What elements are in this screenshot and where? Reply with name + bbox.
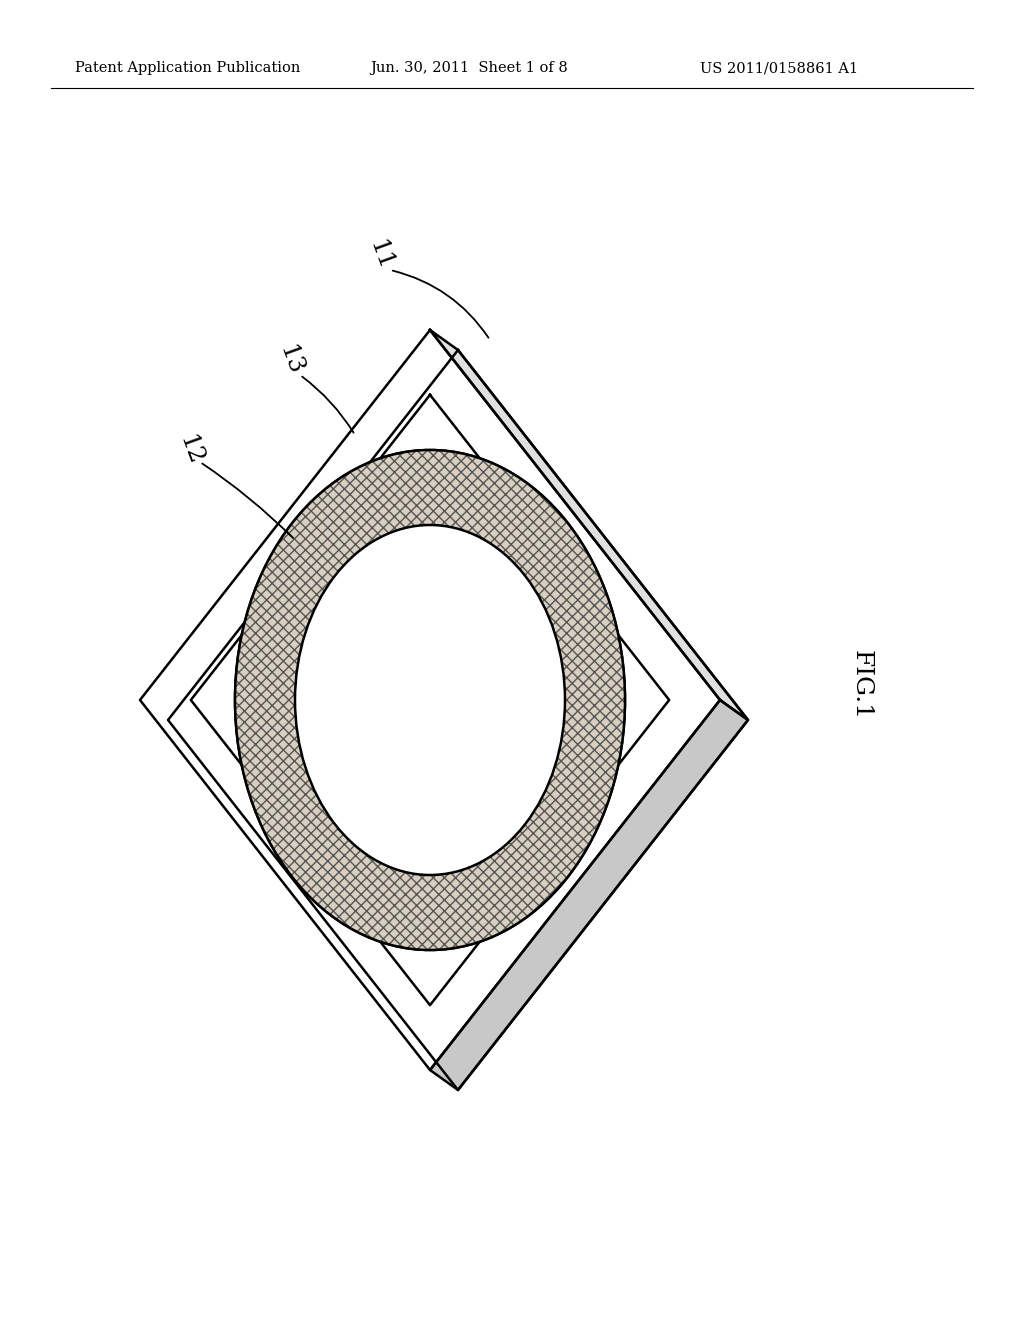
- Text: 13: 13: [274, 342, 306, 378]
- Ellipse shape: [234, 450, 625, 950]
- Polygon shape: [430, 330, 748, 719]
- Polygon shape: [430, 700, 748, 1090]
- Polygon shape: [140, 330, 720, 1071]
- Text: 12: 12: [174, 432, 206, 469]
- Text: FIG.1: FIG.1: [850, 649, 873, 719]
- Text: US 2011/0158861 A1: US 2011/0158861 A1: [700, 61, 858, 75]
- Text: Patent Application Publication: Patent Application Publication: [75, 61, 300, 75]
- Ellipse shape: [295, 525, 565, 875]
- Ellipse shape: [234, 450, 625, 950]
- Text: 11: 11: [364, 236, 396, 273]
- Text: Jun. 30, 2011  Sheet 1 of 8: Jun. 30, 2011 Sheet 1 of 8: [370, 61, 567, 75]
